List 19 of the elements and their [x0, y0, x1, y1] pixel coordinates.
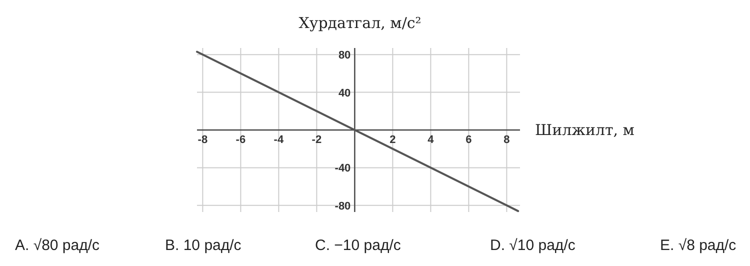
- x-tick-label: 2: [390, 134, 396, 146]
- text: D. √10 рад/с: [490, 237, 576, 254]
- x-tick-label: -4: [274, 134, 284, 146]
- y-tick-label: -80: [334, 200, 351, 212]
- y-tick-label: 80: [338, 50, 351, 62]
- text: B. 10 рад/с: [165, 237, 242, 254]
- y-axis-title: Хурдатгал, м/с²: [298, 14, 422, 32]
- x-tick-label: 4: [428, 134, 435, 146]
- text: C. −10 рад/с: [315, 237, 402, 254]
- text: E. √8 рад/с: [660, 237, 737, 254]
- x-tick-label: 8: [504, 134, 510, 146]
- x-tick-label: -6: [236, 134, 246, 146]
- x-tick-label: -8: [198, 134, 208, 146]
- text: A. √80 рад/с: [15, 237, 100, 254]
- y-tick-label: -40: [334, 162, 351, 175]
- x-axis-title: Шилжилт, м: [535, 121, 635, 139]
- x-tick-label: -2: [312, 134, 322, 146]
- y-tick-label: 40: [338, 87, 351, 100]
- x-tick-label: 6: [466, 134, 472, 146]
